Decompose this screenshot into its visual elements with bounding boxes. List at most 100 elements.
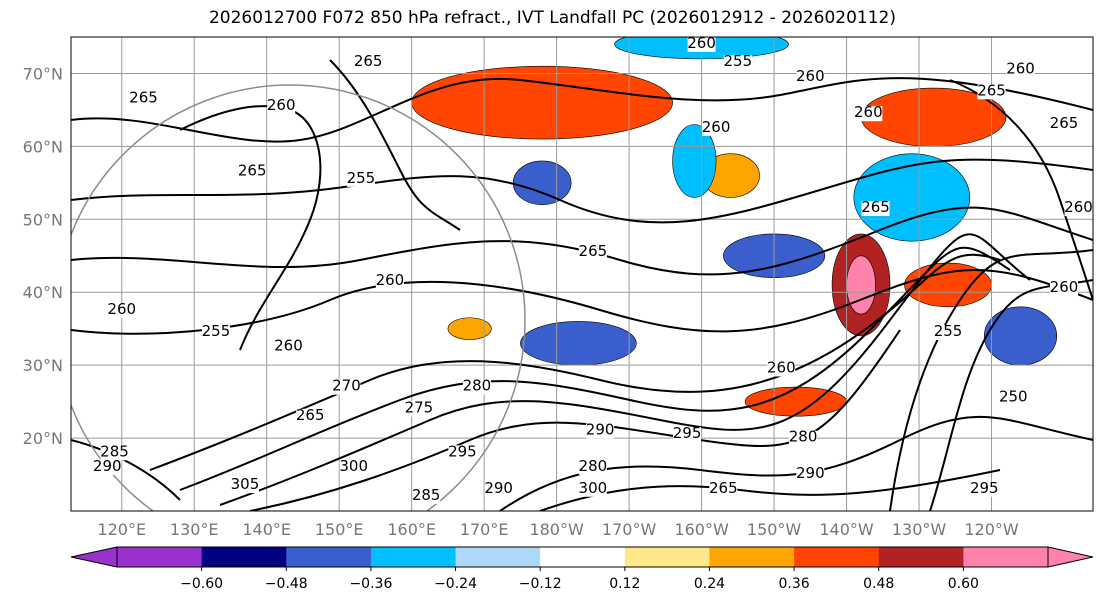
lon-tick-label: 120°W [964,520,1019,539]
plot-frame [70,36,1094,512]
colorbar-frame [116,546,1049,568]
contour-label: 265 [861,198,890,216]
contour-label-bg [578,459,607,475]
colorbar-swatch [286,547,372,567]
colorbar-tick-label: 0.48 [863,576,894,592]
contour-line [889,249,1093,511]
contour-label-bg [296,408,325,424]
contour-label-bg [789,430,818,446]
lon-tick-label: 170°E [460,520,509,539]
contour-label: 280 [789,428,818,446]
contour-label-bg [332,379,361,395]
contour-label-bg [796,467,825,483]
contour-label-bg [1064,201,1093,217]
lon-tick-label: 150°W [747,520,802,539]
lon-tick-label: 140°W [819,520,874,539]
contour-label-bg [274,339,303,355]
lon-tick-label: 160°E [387,520,436,539]
lat-tick-label: 40°N [23,283,63,302]
colorbar-tick-label: −0.48 [265,576,308,592]
contour-label-bg [107,303,136,319]
colorbar-swatch [117,547,203,567]
lat-tick-label: 30°N [23,356,63,375]
lat-tick-label: 20°N [23,429,63,448]
contour-label-bg [484,481,513,497]
contour-label: 265 [238,162,267,180]
contour-label: 295 [970,479,999,497]
contour-label: 260 [796,67,825,85]
contour-line [71,77,1093,143]
colorbar-extend-low [70,546,118,568]
contour-line [219,233,1031,506]
colorbar: −0.60 −0.48 −0.36 −0.24 −0.12 0.12 0.24 0.36 0.4… [70,546,1094,592]
colorbar-tick-label: 0.36 [779,576,810,592]
contour-label-bg [404,401,433,417]
contour-label: 290 [484,479,513,497]
contour-line [71,206,1093,276]
colorbar-swatch [540,547,626,567]
contour-label: 260 [267,96,296,114]
contour-label: 300 [339,457,368,475]
contour-label-bg [723,55,752,71]
colorbar-swatch [370,547,457,567]
contour-label: 305 [231,475,260,493]
contour-label: 265 [129,89,158,107]
colorbar-tick-label: 0.60 [948,576,979,592]
contour-line [949,79,1093,301]
contour-label: 260 [1006,59,1035,77]
axes-labels: 70°N 60°N 50°N 40°N 30°N 20°N 120°E 130°E 140°E 1… [23,64,1019,539]
contour-label-bg [687,36,716,52]
contour-label: 260 [767,358,796,376]
contour-label-bg [267,98,296,114]
colorbar-swatch [794,547,880,567]
contour-label-bg [412,489,441,505]
colorbar-tick-label: 0.12 [609,576,640,592]
lat-tick-label: 70°N [23,64,63,83]
colorbar-tick-label: 0.24 [694,576,725,592]
colorbar-tick-label: −0.12 [519,576,562,592]
contour-label-bg [201,324,230,340]
colorbar-swatch [455,547,541,567]
contour-label: 265 [1050,114,1079,132]
contour-label: 300 [579,479,608,497]
contour-label-bg [861,201,890,217]
colorbar-tick-label: −0.60 [180,576,223,592]
contour-label: 260 [687,34,716,52]
lon-tick-label: 140°E [242,520,291,539]
colorbar-swatch [963,547,1049,567]
shaded-region-0 [411,65,673,140]
contour-label: 280 [579,457,608,475]
contour-label-bg [1050,281,1079,297]
contour-label-bg [230,478,259,494]
contour-label-bg [767,361,796,377]
contour-line [149,253,1001,471]
contour-label: 260 [376,271,405,289]
contour-label-bg [796,69,825,85]
contour-label: 290 [586,420,615,438]
lat-tick-label: 60°N [23,137,63,156]
contour-label-bg [578,244,607,260]
contour-line [929,279,1093,511]
contour-label: 265 [354,52,383,70]
contour-label: 255 [934,322,963,340]
contour-label-bg [93,459,122,475]
contour-label-bg [702,120,731,136]
colorbar-swatch [201,547,287,567]
lon-tick-label: 130°W [892,520,947,539]
contour-label: 265 [977,81,1006,99]
great-circle [71,84,526,511]
chart-title: 2026012700 F072 850 hPa refract., IVT La… [208,8,896,28]
contour-label: 285 [412,486,441,504]
contour-label-bg [578,481,607,497]
shaded-region-14 [447,317,492,340]
contour-label: 260 [274,337,303,355]
contour-label: 295 [673,424,702,442]
colorbar-tick-label: −0.36 [349,576,392,592]
contour-label-bg [238,164,267,180]
contour-label: 265 [579,242,608,260]
lat-tick-label: 50°N [23,210,63,229]
contour-label: 255 [724,52,753,70]
contour-line [71,158,1093,224]
